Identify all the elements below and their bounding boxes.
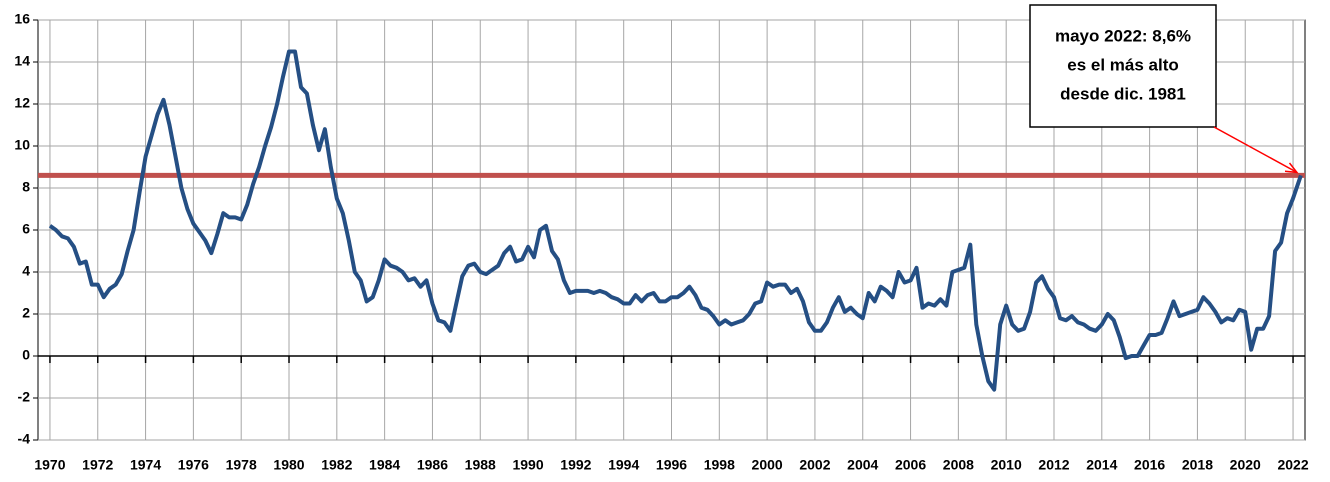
series-line xyxy=(48,49,1303,392)
x-tick-label: 1984 xyxy=(369,457,400,473)
y-tick-label: -2 xyxy=(18,389,31,405)
x-tick-label: 1980 xyxy=(273,457,304,473)
plot xyxy=(38,49,1305,392)
x-tick-label: 2022 xyxy=(1277,457,1308,473)
annotation-line: es el más alto xyxy=(1067,55,1179,74)
y-tick-label: 4 xyxy=(22,263,30,279)
annotation-line: mayo 2022: 8,6% xyxy=(1055,26,1191,45)
y-tick-label: 10 xyxy=(14,137,30,153)
x-tick-label: 1982 xyxy=(321,457,352,473)
x-tick-label: 1998 xyxy=(704,457,735,473)
x-tick-label: 1996 xyxy=(656,457,687,473)
x-tick-label: 1974 xyxy=(130,457,161,473)
x-tick-label: 2002 xyxy=(799,457,830,473)
annotation-box xyxy=(1029,4,1217,128)
x-tick-label: 1972 xyxy=(82,457,113,473)
x-tick-label: 2006 xyxy=(895,457,926,473)
x-tick-label: 1976 xyxy=(178,457,209,473)
annotation-arrow xyxy=(1213,126,1298,174)
x-tick-label: 2008 xyxy=(943,457,974,473)
x-tick-label: 1994 xyxy=(608,457,639,473)
y-tick-label: 14 xyxy=(14,53,30,69)
annotation-arrowhead xyxy=(1284,162,1299,174)
x-tick-label: 2020 xyxy=(1230,457,1261,473)
y-tick-label: -4 xyxy=(18,431,31,447)
x-tick-label: 1988 xyxy=(465,457,496,473)
y-tick-label: 8 xyxy=(22,179,30,195)
x-tick-label: 1990 xyxy=(512,457,543,473)
y-tick-label: 16 xyxy=(14,11,30,27)
x-tick-label: 2000 xyxy=(752,457,783,473)
y-tick-label: 12 xyxy=(14,95,30,111)
x-tick-label: 1986 xyxy=(417,457,448,473)
x-tick-label: 2014 xyxy=(1086,457,1117,473)
x-tick-label: 2012 xyxy=(1038,457,1069,473)
x-tick-label: 2016 xyxy=(1134,457,1165,473)
y-tick-label: 2 xyxy=(22,305,30,321)
x-tick-label: 2018 xyxy=(1182,457,1213,473)
x-tick-label: 1978 xyxy=(226,457,257,473)
x-tick-label: 1970 xyxy=(34,457,65,473)
x-tick-label: 1992 xyxy=(560,457,591,473)
x-tick-label: 2010 xyxy=(991,457,1022,473)
y-tick-label: 6 xyxy=(22,221,30,237)
y-tick-label: 0 xyxy=(22,347,30,363)
x-tick-label: 2004 xyxy=(847,457,878,473)
annotation-line: desde dic. 1981 xyxy=(1060,84,1186,103)
